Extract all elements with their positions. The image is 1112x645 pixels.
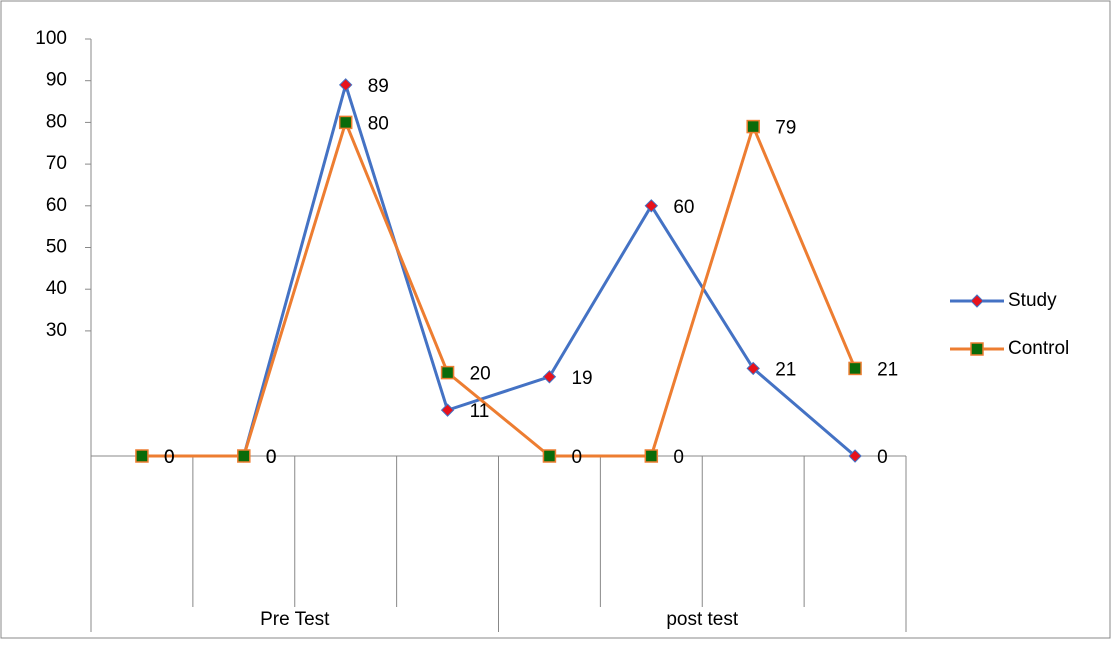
- point: [542, 370, 557, 384]
- data-label: 0: [266, 447, 277, 468]
- y-tick-label: 70: [46, 153, 67, 174]
- point: [644, 449, 659, 463]
- category-group-label: post test: [666, 609, 739, 630]
- point: [237, 449, 251, 463]
- data-label: 0: [164, 447, 175, 468]
- series-line: [141, 79, 857, 458]
- y-tick-label: 90: [46, 70, 67, 91]
- y-tick-label: 80: [46, 111, 67, 132]
- point: [440, 365, 455, 380]
- data-label: 0: [673, 447, 684, 468]
- y-tick-label: 60: [46, 195, 67, 216]
- point: [135, 449, 149, 463]
- data-label: 60: [673, 197, 694, 218]
- data-label: 89: [368, 76, 389, 97]
- series-line: [141, 117, 857, 458]
- point: [338, 115, 353, 130]
- point: [644, 199, 659, 213]
- data-label: 0: [164, 447, 175, 468]
- data-label: 21: [775, 359, 796, 380]
- point: [338, 78, 353, 92]
- legend-label: Study: [1008, 290, 1057, 311]
- y-tick-label: 40: [46, 278, 67, 299]
- point: [848, 449, 862, 463]
- data-label: 19: [571, 368, 592, 389]
- y-tick-label: 50: [46, 237, 67, 258]
- data-label: 11: [470, 401, 490, 422]
- data-label: 80: [368, 113, 389, 134]
- legend-label: Control: [1008, 338, 1069, 359]
- data-label: 21: [877, 359, 898, 380]
- category-group-label: Pre Test: [260, 609, 330, 630]
- point: [542, 449, 557, 463]
- point: [746, 119, 760, 134]
- y-tick-label: 30: [46, 320, 67, 341]
- data-label: 0: [571, 447, 582, 468]
- point: [848, 361, 862, 376]
- point: [746, 361, 760, 376]
- data-label: 79: [775, 118, 796, 139]
- point: [440, 403, 455, 417]
- point: [970, 342, 984, 356]
- point: [970, 294, 984, 308]
- y-tick-label: 100: [35, 28, 67, 49]
- data-label: 0: [877, 447, 888, 468]
- data-label: 20: [470, 364, 491, 385]
- data-label: 0: [266, 447, 277, 468]
